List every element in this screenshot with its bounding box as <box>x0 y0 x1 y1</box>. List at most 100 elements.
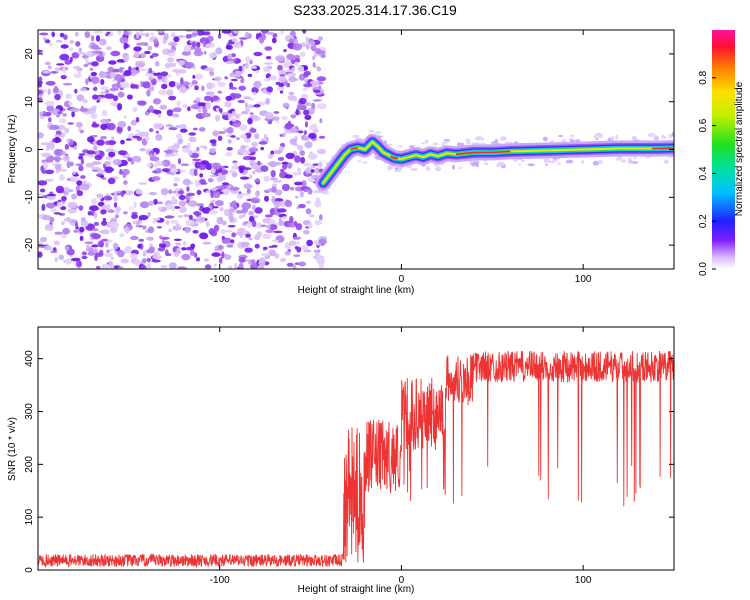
noise-speckle <box>249 156 257 161</box>
noise-speckle <box>50 207 57 213</box>
noise-speckle <box>92 94 99 100</box>
noise-speckle <box>397 166 404 169</box>
noise-speckle <box>242 212 246 218</box>
noise-speckle <box>112 242 119 250</box>
noise-speckle <box>40 165 44 172</box>
noise-speckle <box>207 178 214 183</box>
noise-speckle <box>293 254 301 257</box>
noise-speckle <box>182 104 188 108</box>
noise-speckle <box>318 135 326 139</box>
noise-speckle <box>272 207 279 210</box>
noise-speckle <box>67 208 77 214</box>
noise-speckle <box>204 264 212 269</box>
noise-speckle <box>146 163 152 167</box>
noise-speckle <box>144 50 151 55</box>
noise-speckle <box>121 168 130 176</box>
noise-speckle <box>70 175 80 183</box>
noise-speckle <box>279 74 286 77</box>
noise-speckle <box>54 231 63 235</box>
noise-speckle <box>303 65 308 71</box>
spectrogram-x-ticks: -100 0 100 <box>210 30 592 285</box>
noise-speckle <box>298 130 304 134</box>
noise-speckle <box>42 110 47 115</box>
noise-speckle <box>281 183 290 192</box>
snr-x-ticks: -100 0 100 <box>210 327 592 586</box>
noise-speckle <box>66 138 70 143</box>
noise-speckle <box>195 73 203 80</box>
noise-speckle <box>126 94 133 100</box>
noise-speckle <box>271 239 280 243</box>
noise-speckle <box>470 162 479 167</box>
noise-speckle <box>104 33 109 37</box>
noise-speckle <box>187 200 198 207</box>
noise-speckle <box>209 147 217 154</box>
noise-speckle <box>292 264 297 269</box>
noise-speckle <box>352 134 360 138</box>
noise-speckle <box>105 157 112 161</box>
noise-speckle <box>175 133 183 140</box>
noise-speckle <box>131 155 142 162</box>
noise-speckle <box>181 247 187 251</box>
noise-speckle <box>253 81 262 89</box>
noise-speckle <box>64 127 70 134</box>
noise-speckle <box>213 76 222 81</box>
noise-speckle <box>284 122 292 130</box>
y-tick-label: 200 <box>24 456 35 473</box>
noise-speckle <box>289 186 295 191</box>
noise-speckle <box>93 30 103 34</box>
noise-speckle <box>116 82 121 89</box>
noise-speckle <box>253 104 261 108</box>
noise-speckle <box>203 258 210 262</box>
noise-speckle <box>222 127 227 131</box>
noise-speckle <box>233 162 238 170</box>
noise-speckle <box>193 212 202 216</box>
noise-speckle <box>111 136 115 141</box>
noise-speckle <box>60 44 69 49</box>
noise-speckle <box>105 140 111 146</box>
noise-speckle <box>134 259 141 267</box>
noise-speckle <box>210 199 216 203</box>
noise-speckle <box>89 67 94 71</box>
noise-speckle <box>90 35 95 42</box>
noise-speckle <box>104 161 111 166</box>
trace-peak-red <box>390 155 398 160</box>
noise-speckle <box>294 62 299 67</box>
noise-speckle <box>243 96 251 99</box>
noise-speckle <box>81 256 88 259</box>
noise-speckle <box>298 167 302 175</box>
noise-speckle <box>357 160 362 163</box>
noise-speckle <box>229 87 238 90</box>
noise-speckle <box>293 236 302 240</box>
noise-speckle <box>237 227 246 233</box>
noise-speckle <box>245 56 251 63</box>
noise-speckle <box>40 142 50 146</box>
noise-speckle <box>146 257 151 263</box>
noise-speckle <box>302 30 307 34</box>
spectrogram-y-ticks: -20 -10 0 10 20 <box>24 48 674 252</box>
noise-speckle <box>270 170 276 178</box>
noise-speckle <box>127 125 132 132</box>
noise-speckle <box>97 169 105 174</box>
noise-speckle <box>304 121 309 128</box>
noise-speckle <box>432 142 438 146</box>
noise-speckle <box>123 70 132 77</box>
noise-speckle <box>494 139 499 143</box>
noise-speckle <box>164 77 168 85</box>
colorbar-tick-label: 0.2 <box>698 214 709 228</box>
noise-speckle <box>80 158 85 165</box>
noise-speckle <box>201 85 205 92</box>
noise-speckle <box>275 55 286 62</box>
noise-speckle <box>104 93 115 99</box>
noise-speckle <box>314 200 322 208</box>
noise-speckle <box>287 95 297 101</box>
noise-speckle <box>232 93 242 99</box>
noise-speckle <box>221 188 231 193</box>
noise-speckle <box>170 220 179 224</box>
noise-speckle <box>232 122 241 128</box>
noise-speckle <box>164 154 171 158</box>
noise-speckle <box>55 157 60 163</box>
noise-speckle <box>200 112 211 118</box>
noise-speckle <box>230 186 240 191</box>
noise-speckle <box>234 114 240 119</box>
noise-speckle <box>243 138 251 143</box>
